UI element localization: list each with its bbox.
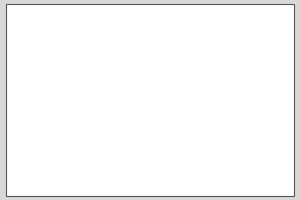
Y-axis label: Concentration(ng/mL): Concentration(ng/mL) <box>21 42 30 142</box>
X-axis label: Optical Density: Optical Density <box>124 182 194 191</box>
